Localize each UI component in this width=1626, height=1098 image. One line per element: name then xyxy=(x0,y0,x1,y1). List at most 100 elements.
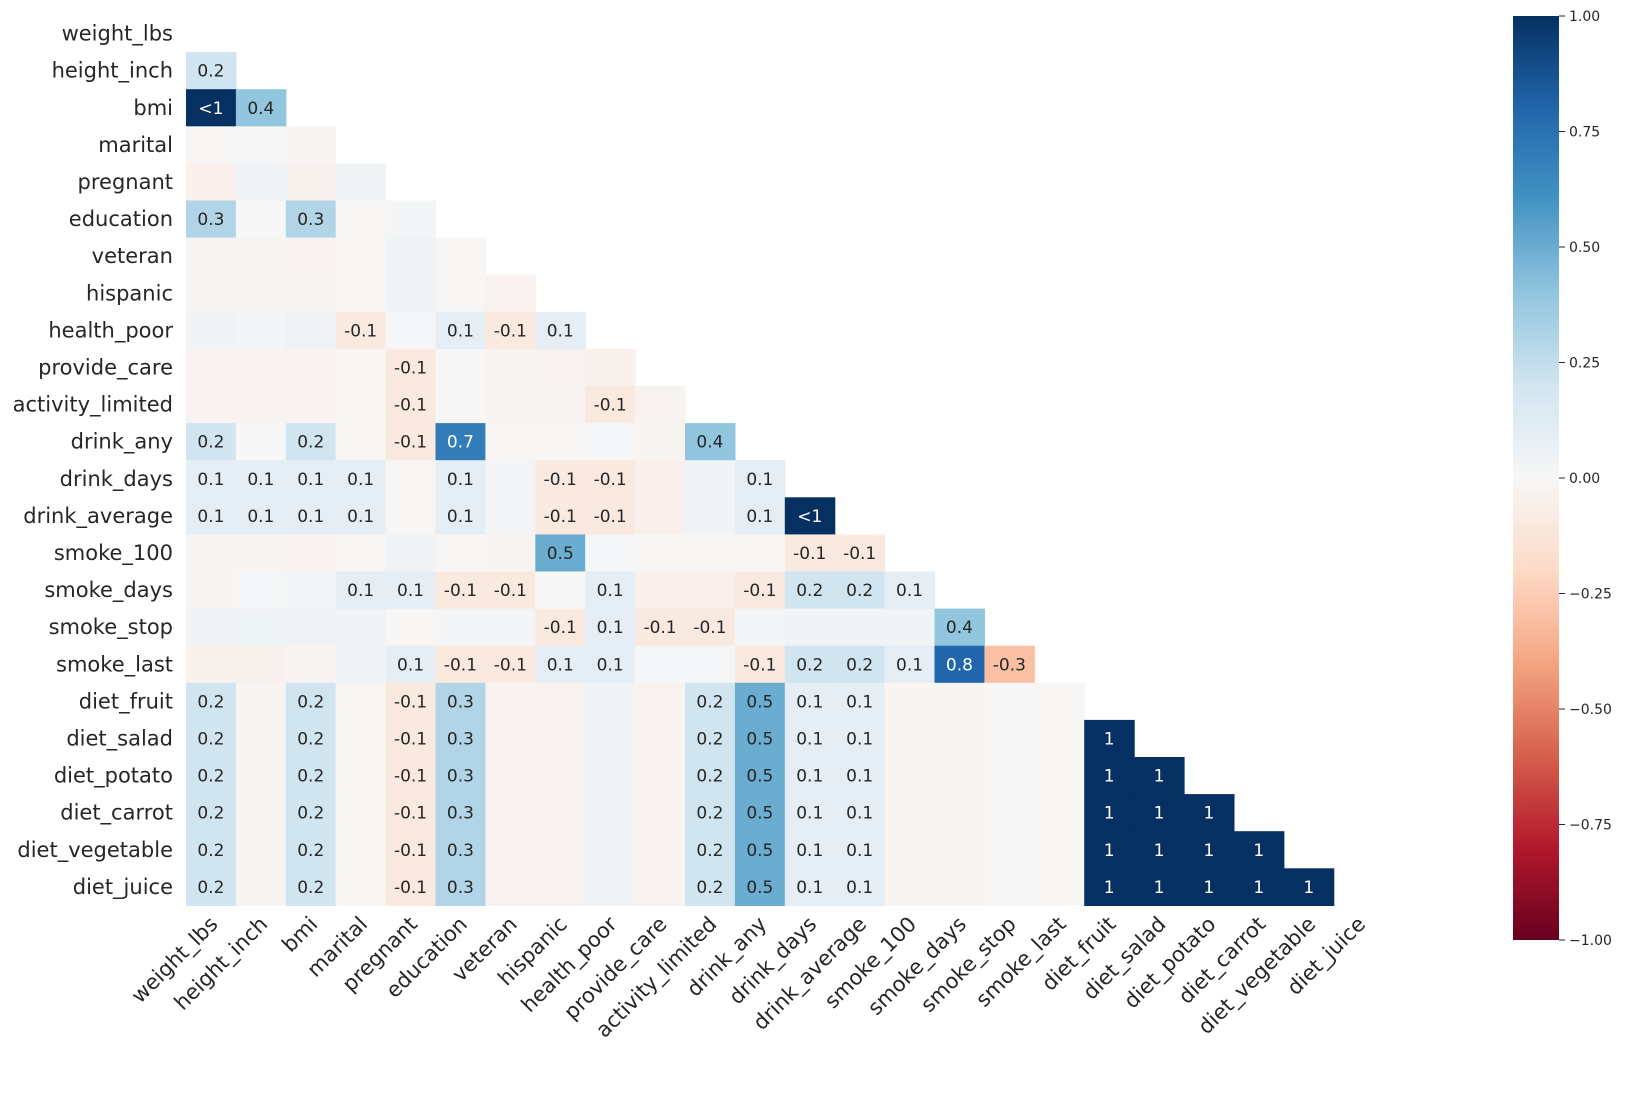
heatmap-cell-provide_care-weight_lbs xyxy=(186,348,237,387)
heatmap-cell-health_poor-veteran xyxy=(485,311,536,350)
cell-value-label: 0.3 xyxy=(447,692,474,712)
heatmap-cell-drink_average-pregnant xyxy=(385,497,437,535)
heatmap-cell-diet_vegetable-drink_any xyxy=(734,831,786,869)
heatmap-cell-smoke_last-pregnant xyxy=(385,645,437,684)
heatmap-cell-education-bmi xyxy=(285,200,337,239)
heatmap-cell-smoke_last-smoke_stop xyxy=(984,645,1035,684)
heatmap-cell-pregnant-height_inch xyxy=(235,163,287,202)
heatmap-cell-pregnant-bmi xyxy=(285,163,337,202)
heatmap-cell-diet_juice-drink_average xyxy=(834,868,886,906)
heatmap-cell-drink_days-weight_lbs xyxy=(186,460,237,498)
heatmap-cell-smoke_100-drink_average xyxy=(834,534,886,573)
y-tick-label-smoke_stop: smoke_stop xyxy=(49,615,173,640)
heatmap-cell-diet_vegetable-hispanic xyxy=(535,831,586,869)
heatmap-cell-provide_care-height_inch xyxy=(235,348,287,387)
cell-value-label: 0.2 xyxy=(297,729,324,749)
cell-value-label: 0.1 xyxy=(397,581,424,601)
heatmap-cell-drink_any-height_inch xyxy=(235,423,287,461)
cell-value-label: -0.1 xyxy=(544,507,577,527)
cell-value-label: -0.1 xyxy=(643,618,676,638)
heatmap-cell-smoke_days-provide_care xyxy=(635,571,686,610)
heatmap-cell-diet_juice-height_inch xyxy=(235,868,287,906)
y-tick-label-diet_juice: diet_juice xyxy=(73,875,173,900)
cell-value-label: 0.2 xyxy=(297,433,324,453)
heatmap-cell-smoke_days-drink_days xyxy=(784,571,836,610)
cell-value-label: 0.1 xyxy=(796,767,823,787)
heatmap-cell-diet_potato-bmi xyxy=(285,757,337,795)
heatmap-cell-diet_vegetable-smoke_last xyxy=(1034,831,1085,869)
cell-value-label: 1 xyxy=(1253,878,1264,898)
heatmap-cell-diet_potato-smoke_stop xyxy=(984,757,1035,795)
cell-value-label: 0.7 xyxy=(447,433,474,453)
heatmap-cell-drink_average-weight_lbs xyxy=(186,497,237,535)
heatmap-cell-smoke_last-marital xyxy=(335,645,387,684)
heatmap-cell-drink_days-provide_care xyxy=(635,460,686,498)
heatmap-cell-diet_juice-diet_salad xyxy=(1134,868,1185,906)
heatmap-cell-diet_juice-diet_vegetable xyxy=(1283,868,1335,906)
cell-value-label: 0.3 xyxy=(447,804,474,824)
heatmap-cell-diet_salad-drink_average xyxy=(834,719,886,758)
heatmap-cell-veteran-education xyxy=(435,237,486,276)
heatmap-cell-drink_days-activity_limited xyxy=(685,460,736,498)
cell-value-label: -0.1 xyxy=(394,692,427,712)
heatmap-cell-smoke_100-bmi xyxy=(285,534,337,573)
heatmap-cell-drink_average-education xyxy=(435,497,486,535)
heatmap-cell-smoke_last-education xyxy=(435,645,486,684)
heatmap-cell-smoke_last-drink_any xyxy=(734,645,786,684)
heatmap-cell-smoke_100-weight_lbs xyxy=(186,534,237,573)
heatmap-cell-diet_vegetable-smoke_100 xyxy=(884,831,936,869)
y-tick-label-diet_potato: diet_potato xyxy=(54,764,173,789)
heatmap-cell-smoke_last-weight_lbs xyxy=(186,645,237,684)
heatmap-cell-diet_potato-diet_salad xyxy=(1134,757,1185,795)
cell-value-label: 0.5 xyxy=(746,767,773,787)
heatmap-cell-diet_fruit-activity_limited xyxy=(685,682,736,721)
heatmap-cell-bmi-height_inch xyxy=(235,89,287,127)
heatmap-cell-education-marital xyxy=(335,200,387,239)
heatmap-cell-marital-weight_lbs xyxy=(186,126,237,164)
heatmap-cell-diet_carrot-drink_any xyxy=(734,794,786,832)
heatmap-cell-diet_fruit-education xyxy=(435,682,486,721)
cell-value-label: -0.1 xyxy=(494,581,527,601)
heatmap-cell-diet_juice-smoke_last xyxy=(1034,868,1085,906)
heatmap-cell-diet_potato-smoke_100 xyxy=(884,757,936,795)
heatmap-cell-diet_vegetable-height_inch xyxy=(235,831,287,869)
heatmap-cell-smoke_stop-health_poor xyxy=(585,608,636,647)
cell-value-label: 1 xyxy=(1104,878,1115,898)
cell-value-label: -0.1 xyxy=(743,581,776,601)
heatmap-cell-smoke_stop-weight_lbs xyxy=(186,608,237,647)
heatmap-cell-smoke_stop-education xyxy=(435,608,486,647)
heatmap-cell-activity_limited-pregnant xyxy=(385,386,437,424)
cell-value-label: 0.2 xyxy=(297,804,324,824)
heatmap-cell-diet_fruit-bmi xyxy=(285,682,337,721)
heatmap-cell-diet_carrot-health_poor xyxy=(585,794,636,832)
cell-value-label: 0.1 xyxy=(197,507,224,527)
cell-value-label: 0.1 xyxy=(447,507,474,527)
heatmap-cell-provide_care-bmi xyxy=(285,348,337,387)
heatmap-cell-smoke_100-pregnant xyxy=(385,534,437,573)
heatmap-cell-diet_salad-height_inch xyxy=(235,719,287,758)
cell-value-label: 0.2 xyxy=(197,804,224,824)
heatmap-cell-diet_fruit-veteran xyxy=(485,682,536,721)
heatmap-cell-smoke_days-pregnant xyxy=(385,571,437,610)
heatmap-cell-drink_days-education xyxy=(435,460,486,498)
heatmap-cell-smoke_stop-veteran xyxy=(485,608,536,647)
cell-value-label: 1 xyxy=(1104,767,1115,787)
heatmap-cell-diet_fruit-drink_any xyxy=(734,682,786,721)
heatmap-cell-activity_limited-health_poor xyxy=(585,386,636,424)
heatmap-cell-drink_any-marital xyxy=(335,423,387,461)
heatmap-cell-diet_juice-smoke_100 xyxy=(884,868,936,906)
heatmap-cell-drink_any-activity_limited xyxy=(685,423,736,461)
cell-value-label: 0.2 xyxy=(197,841,224,861)
heatmap-cell-diet_vegetable-pregnant xyxy=(385,831,437,869)
heatmap-cell-diet_potato-education xyxy=(435,757,486,795)
heatmap-cell-diet_fruit-hispanic xyxy=(535,682,586,721)
cell-value-label: 0.1 xyxy=(197,470,224,490)
heatmap-cell-smoke_last-smoke_days xyxy=(934,645,985,684)
y-tick-label-diet_vegetable: diet_vegetable xyxy=(17,838,173,863)
heatmap-cell-diet_potato-weight_lbs xyxy=(186,757,237,795)
heatmap-cell-diet_fruit-height_inch xyxy=(235,682,287,721)
heatmap-cell-diet_potato-hispanic xyxy=(535,757,586,795)
heatmap-cell-diet_carrot-hispanic xyxy=(535,794,586,832)
heatmap-cell-diet_vegetable-drink_days xyxy=(784,831,836,869)
y-tick-label-drink_average: drink_average xyxy=(23,504,173,529)
